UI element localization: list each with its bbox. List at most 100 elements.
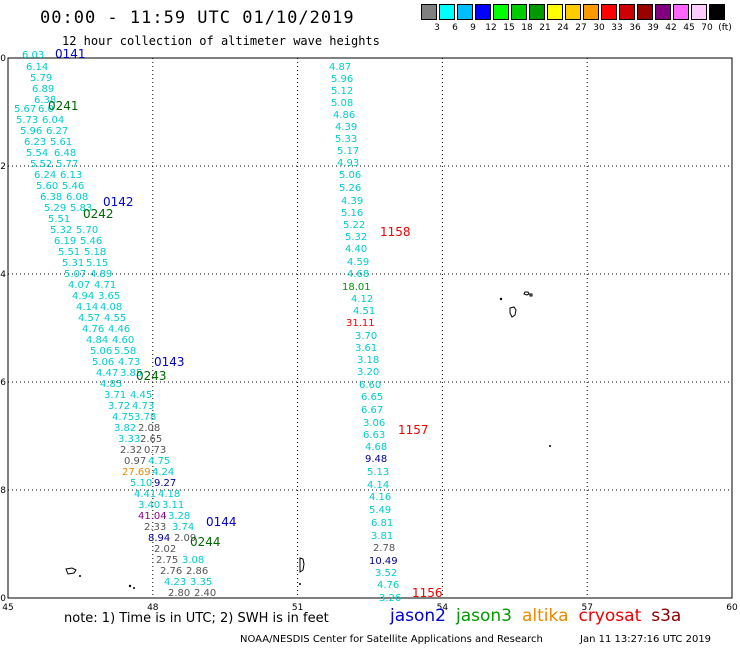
wave-height-value: 3.06 — [363, 418, 385, 429]
scale-tick-label: 15 — [503, 23, 515, 33]
wave-height-value: 6.14 — [26, 62, 48, 73]
x-tick-label: 51 — [292, 603, 303, 613]
wave-height-value: 6.24 — [34, 170, 56, 181]
wave-height-value: 4.14 — [76, 302, 98, 313]
wave-height-value: 3.18 — [357, 355, 379, 366]
scale-swatch — [529, 4, 545, 20]
wave-height-value: 6.63 — [363, 430, 385, 441]
wave-height-value: 2.40 — [194, 588, 216, 599]
wave-height-value: 2.09 — [174, 533, 196, 544]
island-outline — [299, 557, 305, 573]
wave-height-value: 3.71 — [104, 390, 126, 401]
scale-swatch — [619, 4, 635, 20]
wave-height-value: 5.96 — [331, 74, 353, 85]
scale-tick-label: 24 — [557, 23, 569, 33]
wave-height-value: 4.41 — [134, 489, 156, 500]
wave-height-value: 3.78 — [134, 412, 156, 423]
scale-tick-label: 70 — [701, 23, 713, 33]
satellite-jason2: jason2 — [390, 606, 446, 626]
wave-height-value: 5.32 — [345, 232, 367, 243]
wave-height-value: 5.22 — [343, 220, 365, 231]
scale-swatch — [601, 4, 617, 20]
wave-height-value: 5.70 — [76, 225, 98, 236]
wave-height-value: 4.39 — [335, 122, 357, 133]
wave-height-value: 4.40 — [345, 244, 367, 255]
scale-swatch — [511, 4, 527, 20]
wave-height-value: 5.10 — [130, 478, 152, 489]
wave-height-value: 4.14 — [367, 480, 389, 491]
y-tick-label: -6 — [0, 378, 6, 388]
wave-height-value: 5.06 — [339, 170, 361, 181]
wave-height-value: 4.07 — [68, 280, 90, 291]
wave-height-value: 6.23 — [24, 137, 46, 148]
wave-height-value: 10.49 — [369, 556, 398, 567]
wave-height-value: 4.24 — [152, 467, 174, 478]
scale-tick-label: 12 — [485, 23, 497, 33]
scale-swatch — [655, 4, 671, 20]
scale-tick-label: (ft) — [718, 23, 732, 33]
chart-title: 00:00 - 11:59 UTC 01/10/2019 — [40, 8, 355, 28]
wave-height-value: 4.08 — [100, 302, 122, 313]
wave-height-value: 6.03 — [22, 50, 44, 61]
island-outline — [79, 575, 81, 577]
scale-tick-label: 6 — [452, 23, 458, 33]
scale-tick-label: 18 — [521, 23, 533, 33]
wave-height-value: 5.16 — [341, 208, 363, 219]
wave-height-value: 8.94 — [148, 533, 170, 544]
wave-height-value: 5.06 — [92, 357, 114, 368]
scale-tick-label: 42 — [665, 23, 677, 33]
wave-height-value: 4.68 — [347, 269, 369, 280]
pass-time-label: 1157 — [398, 423, 429, 437]
x-tick-label: 54 — [437, 603, 449, 613]
wave-height-value: 4.60 — [112, 335, 134, 346]
y-tick-label: 0 — [0, 54, 6, 64]
wave-height-value: 3.70 — [355, 331, 377, 342]
scale-tick-label: 3 — [434, 23, 440, 33]
wave-height-value: 5.51 — [48, 214, 70, 225]
credit-text: NOAA/NESDIS Center for Satellite Applica… — [240, 634, 543, 645]
wave-height-value: 4.45 — [130, 390, 152, 401]
wave-height-value: 9.27 — [154, 478, 176, 489]
wave-height-value: 6.38 — [34, 95, 56, 106]
wave-height-value: 3.72 — [108, 401, 130, 412]
satellite-s3a: s3a — [651, 606, 682, 626]
wave-height-value: 3.52 — [375, 568, 397, 579]
wave-height-value: 4.94 — [72, 291, 94, 302]
pass-time-label: 0243 — [136, 369, 167, 383]
island-outline — [499, 297, 503, 301]
scale-swatch — [421, 4, 437, 20]
wave-height-value: 5.73 — [16, 115, 38, 126]
wave-height-value: 2.08 — [138, 423, 160, 434]
scale-swatch — [583, 4, 599, 20]
y-tick-label: -10 — [0, 594, 6, 604]
scale-tick-label: 30 — [593, 23, 605, 33]
wave-height-value: 4.73 — [118, 357, 140, 368]
scale-swatch — [457, 4, 473, 20]
scale-swatch — [565, 4, 581, 20]
wave-height-value: 4.12 — [351, 294, 373, 305]
island-outline — [523, 291, 533, 297]
wave-height-value: 6.67 — [361, 405, 383, 416]
wave-height-value: 6.19 — [54, 236, 76, 247]
scale-swatch — [691, 4, 707, 20]
wave-height-value: 5.26 — [339, 183, 361, 194]
wave-height-value: 4.93 — [337, 158, 359, 169]
x-tick-label: 60 — [726, 603, 738, 613]
scale-swatch — [709, 4, 725, 20]
wave-height-value: 0.73 — [144, 445, 166, 456]
pass-time-label: 0141 — [55, 47, 86, 61]
wave-height-value: 4.85 — [100, 379, 122, 390]
scale-tick-label: 27 — [575, 23, 587, 33]
wave-height-value: 5.83 — [70, 203, 92, 214]
pass-time-label: 0142 — [103, 195, 134, 209]
wave-height-value: 5.54 — [26, 148, 48, 159]
wave-height-value: 4.71 — [94, 280, 116, 291]
wave-height-value: 5.32 — [50, 225, 72, 236]
wave-height-value: 4.23 — [164, 577, 186, 588]
island-outline — [509, 306, 517, 318]
wave-height-value: 5.52 — [30, 159, 52, 170]
pass-time-label: 0143 — [154, 355, 185, 369]
scale-swatch — [547, 4, 563, 20]
island-outline — [65, 567, 77, 575]
wave-height-value: 2.76 — [160, 566, 182, 577]
